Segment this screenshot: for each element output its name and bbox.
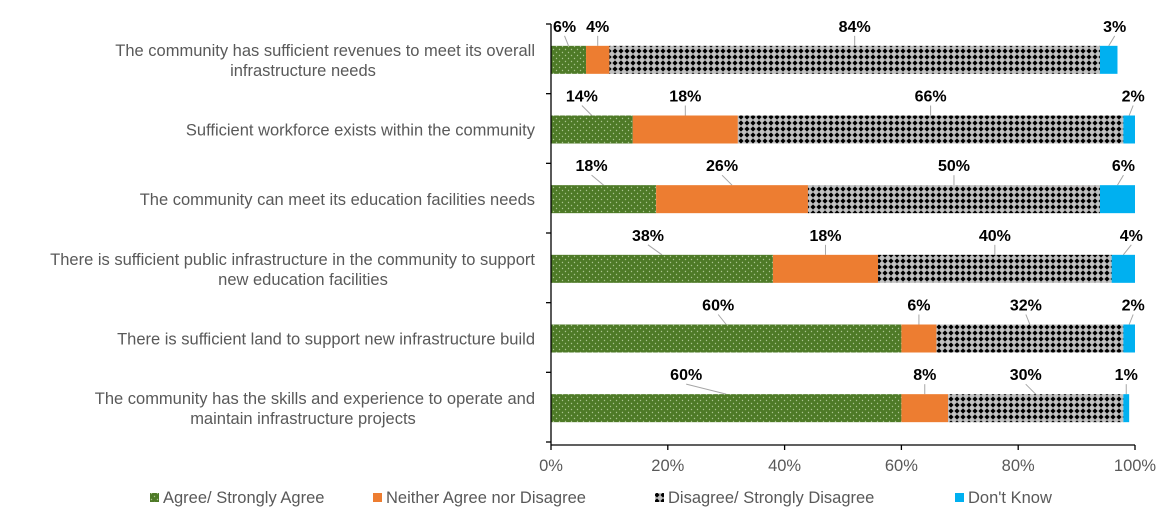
bar-segment-neither-agree-nor-disagree [586,45,610,74]
bar-segment-don-t-know [1123,115,1135,144]
leader-line [564,35,569,47]
bar-segment-disagree-strongly-disagree [948,394,1124,423]
legend-swatch [955,493,964,502]
axes: 0% 20% 40% 60% 80% 100% [539,23,1157,475]
leader-line [1128,314,1134,325]
bar-segment-neither-agree-nor-disagree [901,324,937,353]
data-label: 30% [1010,367,1042,384]
bars [551,45,1135,423]
legend-label: Disagree/ Strongly Disagree [668,489,874,507]
data-label: 6% [907,298,930,315]
x-tick-label: 80% [1002,457,1035,475]
data-label: 84% [839,19,871,36]
data-label: 6% [553,19,576,36]
data-label: 18% [669,89,701,106]
bar-segment-agree-strongly-agree [551,45,587,74]
category-label: maintain infrastructure projects [190,410,416,428]
leader-line [591,174,604,186]
leader-lines [564,35,1134,395]
data-label: 2% [1122,298,1145,315]
category-label: Sufficient workforce exists within the c… [186,122,536,140]
leader-line [1128,105,1134,116]
data-label: 3% [1103,19,1126,36]
category-label: There is sufficient land to support new … [117,331,535,349]
bar-segment-don-t-know [1099,45,1118,74]
bar-segment-agree-strongly-agree [551,254,773,283]
category-labels: The community has sufficient revenues to… [50,42,536,428]
leader-line [1025,383,1037,395]
leader-line [647,244,663,256]
data-label: 2% [1122,89,1145,106]
bar-segment-disagree-strongly-disagree [878,254,1112,283]
bar-segment-agree-strongly-agree [551,324,902,353]
leader-line [1122,244,1132,256]
bar-segment-agree-strongly-agree [551,394,902,423]
legend-swatch [373,493,382,502]
data-label: 4% [586,19,609,36]
leader-line [686,383,727,395]
leader-line [581,105,593,116]
legend-label: Agree/ Strongly Agree [163,489,324,507]
bar-segment-don-t-know [1123,394,1130,423]
legend-swatch [655,493,664,502]
bar-segment-neither-agree-nor-disagree [901,394,949,423]
bar-segment-disagree-strongly-disagree [737,115,1124,144]
data-label: 26% [706,158,738,175]
leader-line [1025,314,1031,325]
category-label: infrastructure needs [230,62,376,80]
x-tick-label: 40% [768,457,801,475]
category-label: new education facilities [218,271,388,289]
legend-swatch [150,493,159,502]
data-label: 40% [979,228,1011,245]
data-label: 18% [809,228,841,245]
leader-line [717,314,727,325]
x-tick-label: 100% [1114,457,1157,475]
data-label: 66% [915,89,947,106]
category-label: The community can meet its education fac… [140,191,535,209]
bar-segment-disagree-strongly-disagree [807,185,1100,214]
category-label: The community has the skills and experie… [95,390,535,408]
data-label: 14% [566,89,598,106]
category-label: The community has sufficient revenues to… [115,42,535,60]
bar-segment-don-t-know [1123,324,1135,353]
x-tick-label: 20% [651,457,684,475]
x-tick-label: 60% [885,457,918,475]
data-labels: 6% 4% 84% 3% 14% 18% 66% 2% 18% 26% 50% 6% 38% 18% 40%… [553,19,1145,384]
bar-segment-disagree-strongly-disagree [936,324,1124,353]
x-tick-label: 0% [539,457,563,475]
bar-segment-don-t-know [1111,254,1135,283]
bar-segment-agree-strongly-agree [551,185,657,214]
leader-line [1108,35,1116,47]
data-label: 8% [913,367,936,384]
data-label: 18% [576,158,608,175]
data-label: 6% [1112,158,1135,175]
data-label: 4% [1120,228,1143,245]
data-label: 50% [938,158,970,175]
leader-line [721,174,733,186]
legend-label: Neither Agree nor Disagree [386,489,586,507]
bar-segment-neither-agree-nor-disagree [772,254,879,283]
data-label: 60% [670,367,702,384]
bar-segment-neither-agree-nor-disagree [632,115,738,144]
data-label: 38% [632,228,664,245]
bar-segment-don-t-know [1099,185,1135,214]
data-label: 60% [702,298,734,315]
category-label: There is sufficient public infrastructur… [50,251,535,269]
legend: Agree/ Strongly Agree Neither Agree nor D… [150,489,1052,507]
data-label: 1% [1115,367,1138,384]
legend-label: Don't Know [968,489,1052,507]
bar-segment-neither-agree-nor-disagree [656,185,808,214]
leader-line [1117,174,1124,186]
bar-segment-disagree-strongly-disagree [609,45,1100,74]
bar-segment-agree-strongly-agree [551,115,633,144]
data-label: 32% [1010,298,1042,315]
